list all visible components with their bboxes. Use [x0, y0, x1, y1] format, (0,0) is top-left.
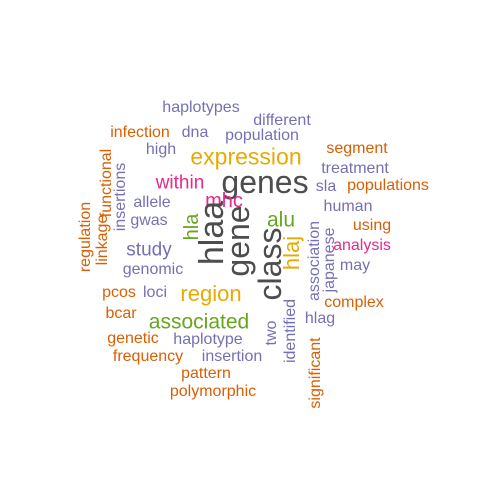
word-polymorphic: polymorphic — [169, 383, 257, 400]
word-associated: associated — [148, 310, 250, 334]
word-japanese: japanese — [321, 227, 338, 293]
word-population: population — [225, 127, 299, 144]
word-expression: expression — [190, 143, 302, 170]
word-identified: identified — [282, 298, 299, 364]
word-treatment: treatment — [321, 160, 389, 177]
word-loci: loci — [142, 284, 168, 301]
word-different: different — [253, 112, 311, 129]
word-genomic: genomic — [122, 261, 184, 278]
word-significant: significant — [307, 337, 324, 409]
word-within: within — [155, 172, 205, 194]
word-hlag: hlag — [304, 310, 336, 327]
word-pattern: pattern — [181, 365, 231, 382]
word-hlaj: hlaj — [279, 235, 304, 271]
word-two: two — [263, 320, 280, 346]
word-high: high — [145, 141, 177, 158]
word-using: using — [352, 217, 392, 234]
word-gwas: gwas — [130, 212, 168, 229]
word-pcos: pcos — [102, 284, 136, 301]
word-alu: alu — [266, 208, 296, 232]
word-frequency: frequency — [112, 348, 184, 365]
word-complex: complex — [324, 294, 384, 311]
word-haplotype: haplotype — [173, 331, 243, 348]
word-bcar: bcar — [105, 305, 137, 322]
word-dna: dna — [181, 124, 209, 141]
word-genes: genes — [221, 164, 309, 200]
word-may: may — [339, 257, 371, 274]
word-infection: infection — [110, 124, 170, 141]
word-analysis: study — [126, 239, 172, 261]
word-sla: sla — [315, 178, 337, 195]
word-genetic: genetic — [107, 330, 159, 347]
word-gene: gene — [220, 205, 256, 277]
word-insertions: insertions — [112, 162, 129, 232]
word-haplotypes: haplotypes — [162, 99, 240, 116]
word-segment: segment — [326, 140, 388, 157]
word-study: analysis — [333, 237, 391, 254]
word-region: region — [180, 281, 242, 306]
word-populations: populations — [347, 177, 429, 194]
word-human: human — [323, 198, 373, 215]
word-mhc: mhc — [205, 190, 243, 212]
word-insertion: insertion — [201, 348, 263, 365]
word-linkage: linkage — [94, 214, 111, 266]
word-regulation: regulation — [77, 201, 94, 273]
word-allele: allele — [133, 194, 171, 211]
